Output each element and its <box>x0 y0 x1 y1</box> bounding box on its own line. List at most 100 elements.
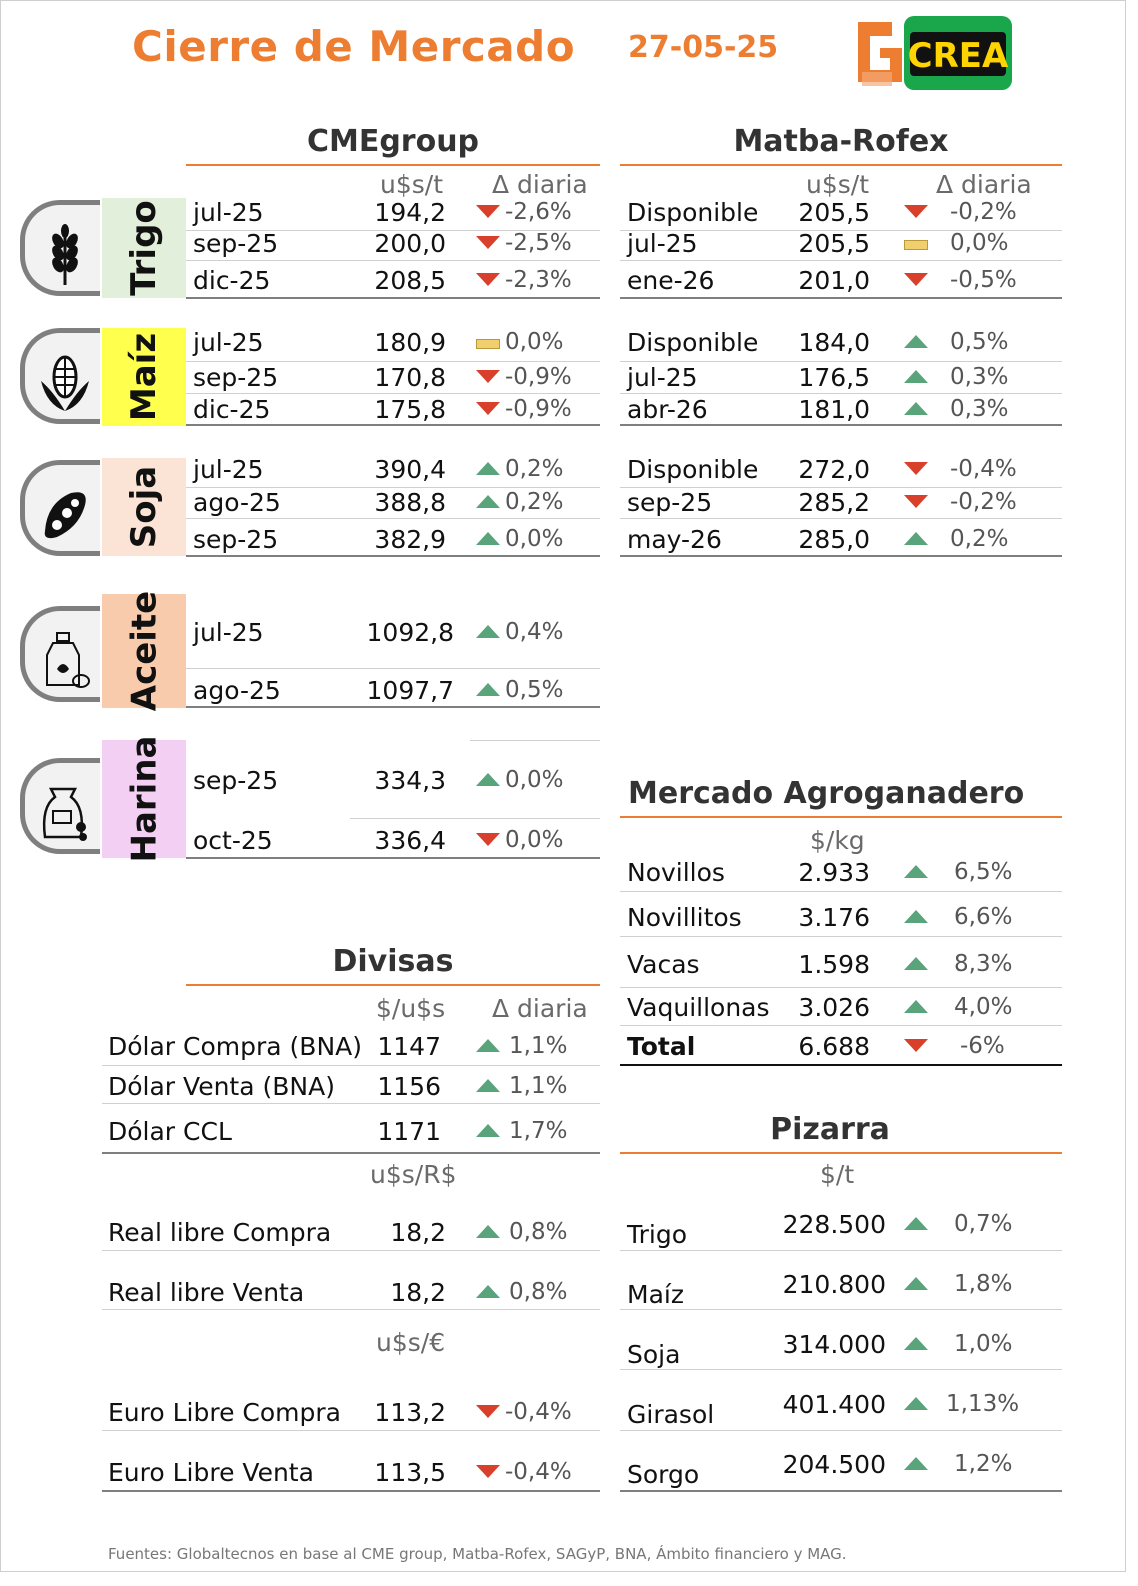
matba-row-label: jul-25 <box>627 363 698 392</box>
pizarra-row-value: 401.400 <box>782 1390 886 1419</box>
cme-row-divider <box>470 740 600 741</box>
agro-row-pct: -6% <box>960 1033 1005 1059</box>
pizarra-row-label: Trigo <box>627 1220 687 1249</box>
matba-delta-header: Δ diaria <box>936 170 1032 199</box>
real-row-label: Real libre Venta <box>108 1278 305 1307</box>
up-triangle-icon <box>476 1285 500 1298</box>
agro-row-pct: 6,6% <box>954 904 1013 930</box>
cme-row-value: 200,0 <box>374 229 446 258</box>
up-triangle-icon <box>904 957 928 970</box>
up-triangle-icon <box>904 910 928 923</box>
down-triangle-icon <box>476 370 500 383</box>
up-triangle-icon <box>476 1225 500 1238</box>
divisas-underline <box>186 984 600 986</box>
agro-row-pct: 8,3% <box>954 951 1013 977</box>
cme-underline <box>186 164 600 166</box>
pizarra-row-divider <box>620 1369 1062 1370</box>
cme-row-pct: 0,4% <box>505 619 564 645</box>
up-triangle-icon <box>904 1337 928 1350</box>
matba-row-value: 272,0 <box>798 455 870 484</box>
category-trigo: Trigo <box>102 198 186 298</box>
matba-row-pct: 0,3% <box>950 396 1009 422</box>
up-triangle-icon <box>476 1124 500 1137</box>
cme-row-label: sep-25 <box>193 766 279 795</box>
up-triangle-icon <box>904 1397 928 1410</box>
up-triangle-icon <box>904 1217 928 1230</box>
real-row-divider <box>102 1250 600 1251</box>
divisa-row-value: 1147 <box>377 1032 441 1061</box>
matba-row-value: 201,0 <box>798 266 870 295</box>
pizarra-row-label: Maíz <box>627 1280 684 1309</box>
real-unit-header: u$s/R$ <box>370 1160 457 1189</box>
pizarra-row-pct: 1,0% <box>954 1331 1013 1357</box>
pizarra-row-label: Soja <box>627 1340 681 1369</box>
pizarra-row-pct: 0,7% <box>954 1211 1013 1237</box>
matba-row-divider <box>620 555 1062 557</box>
cme-row-label: dic-25 <box>193 266 271 295</box>
down-triangle-icon <box>476 833 500 846</box>
pizarra-row-divider <box>620 1490 1062 1492</box>
euro-row-pct: -0,4% <box>505 1399 572 1425</box>
cme-row-pct: -2,6% <box>505 199 572 225</box>
corn-icon <box>41 355 89 411</box>
agro-row-value: 2.933 <box>798 858 870 887</box>
cme-unit-header: u$s/t <box>380 170 444 199</box>
cme-row-value: 382,9 <box>374 525 446 554</box>
divisa-row-label: Dólar CCL <box>108 1117 232 1146</box>
pizarra-row-divider <box>620 1309 1062 1310</box>
matba-row-divider <box>620 260 1062 261</box>
cme-row-divider <box>186 424 600 426</box>
matba-row-pct: 0,2% <box>950 526 1009 552</box>
agro-row-value: 3.176 <box>798 903 870 932</box>
divisa-row-divider <box>102 1065 600 1066</box>
real-row-pct: 0,8% <box>509 1219 568 1245</box>
matba-row-value: 184,0 <box>798 328 870 357</box>
agro-row-label: Vacas <box>627 950 700 979</box>
pizarra-row-value: 314.000 <box>782 1330 886 1359</box>
matba-row-value: 205,5 <box>798 229 870 258</box>
up-triangle-icon <box>476 1039 500 1052</box>
matba-row-pct: -0,5% <box>950 267 1017 293</box>
agro-row-pct: 4,0% <box>954 994 1013 1020</box>
category-soja: Soja <box>102 458 186 556</box>
cme-row-divider <box>186 297 600 299</box>
cme-row-divider <box>186 706 600 708</box>
matba-row-pct: 0,5% <box>950 329 1009 355</box>
flat-bar-icon <box>904 240 928 250</box>
divisas-title: Divisas <box>332 944 454 979</box>
pizarra-row-pct: 1,2% <box>954 1451 1013 1477</box>
cme-row-label: ago-25 <box>193 676 281 705</box>
oil-icon-box <box>20 606 100 702</box>
corn-icon-box <box>20 328 100 424</box>
matba-unit-header: u$s/t <box>806 170 870 199</box>
cme-row-value: 208,5 <box>374 266 446 295</box>
cme-row-value: 1097,7 <box>366 676 454 705</box>
euro-unit-header: u$s/€ <box>376 1328 446 1357</box>
cme-row-value: 194,2 <box>374 198 446 227</box>
pizarra-row-divider <box>620 1430 1062 1431</box>
cme-row-divider <box>186 361 600 362</box>
agro-row-divider <box>620 987 1062 988</box>
divisa-row-divider <box>102 1103 600 1104</box>
divisa-row-label: Dólar Compra (BNA) <box>108 1032 363 1061</box>
up-triangle-icon <box>476 683 500 696</box>
up-triangle-icon <box>904 865 928 878</box>
cme-row-value: 170,8 <box>374 363 446 392</box>
real-row-label: Real libre Compra <box>108 1218 332 1247</box>
down-triangle-icon <box>476 236 500 249</box>
flat-bar-icon <box>476 339 500 349</box>
matba-row-label: Disponible <box>627 455 759 484</box>
matba-row-divider <box>620 487 1062 488</box>
cme-row-pct: 0,0% <box>505 767 564 793</box>
cme-row-pct: -2,3% <box>505 267 572 293</box>
pizarra-row-divider <box>620 1250 1062 1251</box>
divisa-row-pct: 1,1% <box>509 1033 568 1059</box>
matba-underline <box>620 164 1062 166</box>
report-date: 27-05-25 <box>628 30 779 65</box>
cme-row-label: sep-25 <box>193 525 279 554</box>
matba-row-divider <box>620 297 1062 299</box>
cme-row-value: 334,3 <box>374 766 446 795</box>
cme-row-value: 1092,8 <box>366 618 454 647</box>
up-triangle-icon <box>476 532 500 545</box>
cme-row-divider <box>186 230 600 231</box>
